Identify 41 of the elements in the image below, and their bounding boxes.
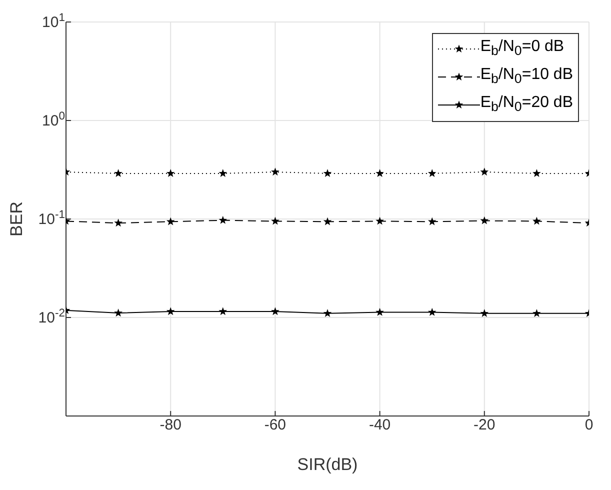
point (323, 309, 332, 317)
point (376, 169, 384, 178)
x-tick-label: -20 (474, 416, 496, 434)
point (114, 308, 122, 317)
point (428, 169, 436, 178)
point (166, 307, 175, 316)
legend-label: E$_{b}$/N$_{0}$=10 dB (480, 65, 573, 88)
point (271, 307, 280, 316)
point (271, 168, 280, 176)
x-tick-label: 0 (584, 416, 594, 434)
point (480, 216, 489, 224)
point (480, 168, 489, 176)
point (323, 217, 332, 226)
point (323, 169, 332, 178)
y-axis-title: BER (7, 202, 26, 236)
point (218, 169, 228, 178)
point (114, 169, 122, 178)
y-tick-label: 10$^{-2}$ (38, 308, 65, 326)
y-tick-label: 10$^{-1}$ (38, 209, 65, 228)
point (218, 307, 228, 316)
point (532, 309, 541, 317)
x-tick-label: -60 (264, 416, 286, 434)
point (271, 216, 280, 225)
point (428, 308, 436, 316)
point (218, 216, 228, 224)
y-tick-label: 10$^{1}$ (42, 12, 65, 31)
point (166, 169, 175, 178)
legend-label: E$_{b}$/N$_{0}$=0 dB (480, 37, 564, 60)
point (428, 217, 436, 226)
point (532, 169, 541, 178)
legend-label: E$_{b}$/N$_{0}$=20 dB (480, 93, 573, 117)
y-tick-label: 10$^{0}$ (42, 110, 65, 130)
x-tick-label: -80 (160, 416, 182, 434)
point (480, 309, 489, 317)
point (376, 308, 384, 316)
point (114, 218, 122, 227)
point (376, 216, 384, 225)
x-tick-label: -40 (368, 416, 391, 434)
x-axis-title: SIR(dB) (297, 455, 358, 474)
point (532, 216, 541, 225)
point (166, 217, 175, 226)
